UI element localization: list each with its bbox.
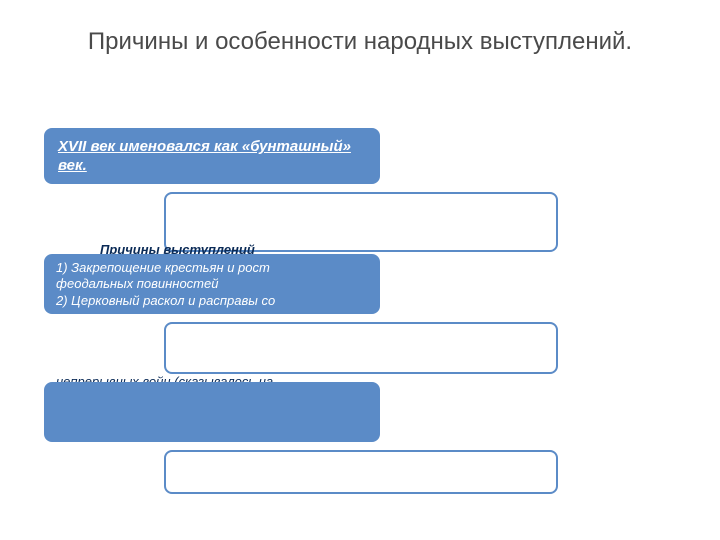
r1-line2: 2) Церковный раскол и расправы со xyxy=(56,293,275,309)
intro-text: XVII век именовался как «бунташный» век. xyxy=(58,138,380,176)
reasons-text-1: 1) Закрепощение крестьян и рост феодальн… xyxy=(56,260,275,309)
title-text: Причины и особенности народных выступлен… xyxy=(88,28,632,55)
slide-title: Причины и особенности народных выступлен… xyxy=(0,28,720,56)
intro-text-span: XVII век именовался как «бунташный» век. xyxy=(58,138,351,174)
reasons-box-2 xyxy=(44,382,380,442)
r1-line0: 1) Закрепощение крестьян и рост xyxy=(56,260,275,276)
reasons-box-1: 1) Закрепощение крестьян и рост феодальн… xyxy=(44,254,380,314)
intro-box: XVII век именовался как «бунташный» век. xyxy=(44,128,380,184)
white-box-3 xyxy=(164,450,558,494)
white-box-2 xyxy=(164,322,558,374)
r1-line1: феодальных повинностей xyxy=(56,276,275,292)
